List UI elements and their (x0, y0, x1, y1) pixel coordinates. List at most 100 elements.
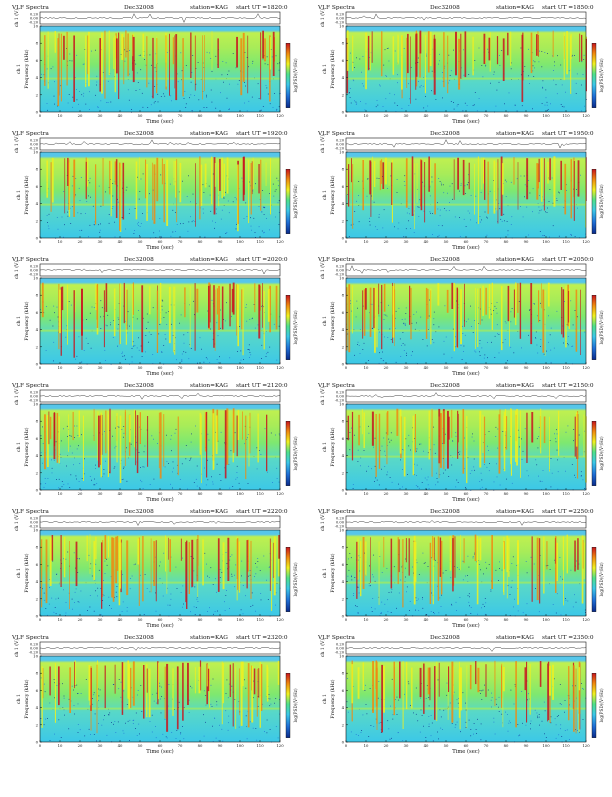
noise-speck (122, 730, 124, 732)
noise-speck (359, 426, 361, 428)
noise-speck (258, 226, 260, 228)
noise-speck (211, 71, 213, 72)
noise-speck (47, 565, 49, 567)
sferic-streak (156, 36, 158, 65)
noise-speck (490, 589, 492, 590)
noise-speck (551, 472, 553, 474)
noise-speck (275, 55, 277, 57)
noise-speck (485, 602, 487, 604)
noise-speck (220, 480, 222, 481)
noise-speck (541, 51, 543, 52)
sferic-streak (237, 284, 239, 347)
time-tick-label: 110 (256, 617, 264, 622)
noise-speck (68, 728, 70, 730)
sferic-streak (135, 410, 136, 466)
noise-speck (124, 320, 126, 322)
colorbar (285, 43, 291, 108)
time-tick-label: 20 (384, 365, 389, 370)
noise-speck (115, 445, 117, 447)
noise-speck (540, 346, 541, 347)
sferic-streak (245, 415, 247, 480)
noise-speck (485, 64, 487, 66)
noise-speck (468, 74, 470, 75)
noise-speck (207, 575, 208, 577)
noise-speck (443, 353, 445, 355)
noise-speck (495, 426, 497, 428)
noise-speck (260, 109, 262, 111)
sferic-streak (78, 410, 80, 438)
noise-speck (228, 722, 229, 724)
sferic-streak (139, 157, 140, 180)
sferic-streak (269, 285, 271, 333)
noise-speck (155, 237, 157, 238)
sferic-streak (501, 663, 503, 699)
noise-speck (207, 358, 208, 360)
tonal-band (40, 329, 280, 332)
sferic-streak (213, 157, 216, 215)
sferic-streak (109, 408, 111, 474)
sferic-streak (111, 163, 112, 210)
time-tick-label: 10 (364, 239, 369, 244)
sferic-streak (562, 289, 565, 338)
noise-speck (189, 344, 191, 345)
sferic-streak (54, 663, 56, 723)
freq-axis-label: Frequency (kHz) (329, 49, 336, 88)
ch1-side-label: ch 1 (322, 316, 328, 326)
noise-speck (182, 606, 183, 608)
colorbar (591, 421, 597, 486)
ch1-tick-label: 0.00 (336, 647, 345, 651)
noise-speck (247, 434, 249, 435)
noise-speck (141, 356, 143, 357)
noise-speck (416, 464, 418, 466)
freq-tick-label: 8 (342, 293, 345, 298)
time-axis-label: Time (sec) (146, 370, 173, 377)
noise-speck (266, 732, 268, 734)
noise-speck (275, 434, 276, 436)
spectrogram-background (40, 26, 280, 112)
sferic-streak (241, 289, 243, 330)
sferic-streak (526, 661, 528, 723)
sferic-streak (236, 36, 238, 68)
noise-speck (465, 487, 466, 488)
noise-speck (433, 311, 435, 313)
sferic-streak (121, 34, 124, 60)
noise-speck (422, 339, 424, 340)
sferic-streak (44, 35, 46, 86)
noise-speck (245, 85, 246, 87)
noise-speck (151, 64, 152, 66)
noise-speck (232, 486, 234, 487)
ch1-tick-label: -0.20 (29, 147, 39, 151)
sferic-streak (103, 290, 105, 348)
noise-speck (89, 109, 90, 110)
noise-speck (423, 107, 425, 109)
sferic-streak (139, 412, 141, 444)
noise-speck (145, 351, 146, 353)
noise-speck (360, 732, 362, 733)
noise-speck (542, 205, 544, 207)
ch1-side-label: ch 1 (16, 442, 22, 452)
noise-speck (544, 52, 546, 53)
noise-speck (225, 320, 226, 322)
sferic-streak (483, 33, 486, 64)
noise-speck (395, 317, 396, 319)
sferic-streak (547, 663, 549, 722)
ch1-frame (39, 263, 281, 277)
noise-speck (389, 441, 391, 443)
noise-speck (266, 87, 268, 89)
noise-speck (572, 324, 574, 326)
sferic-streak (397, 34, 399, 65)
time-tick-label: 90 (218, 617, 223, 622)
noise-speck (520, 175, 522, 177)
freq-axis-label: Frequency (kHz) (329, 553, 336, 592)
sferic-streak (166, 536, 168, 594)
noise-speck (445, 570, 447, 571)
noise-speck (463, 345, 465, 347)
noise-speck (455, 724, 457, 726)
sferic-streak (182, 38, 184, 97)
sferic-streak (484, 159, 486, 200)
noise-speck (353, 595, 354, 596)
colorbar-label: log(PSD)(V²/Hz) (293, 310, 298, 344)
noise-speck (498, 711, 500, 712)
sferic-streak (438, 662, 440, 697)
noise-speck (187, 332, 189, 333)
